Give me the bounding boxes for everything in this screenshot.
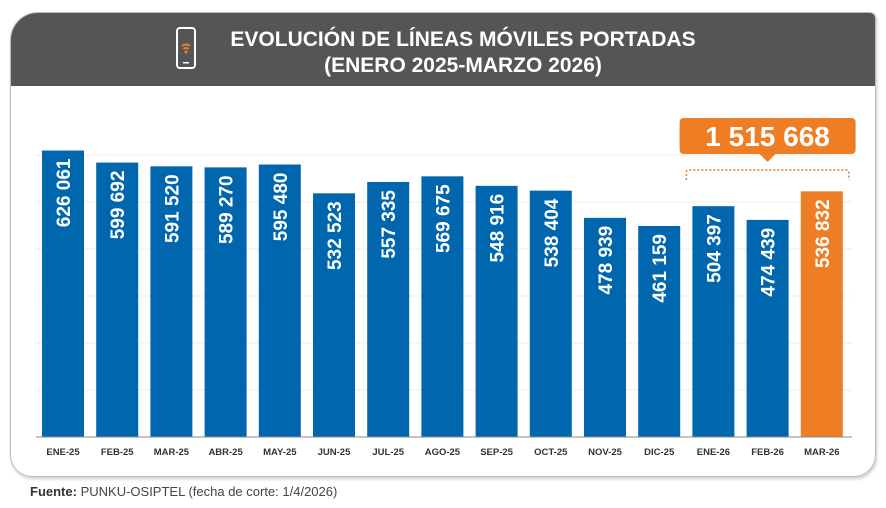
- x-tick-label: FEB-26: [751, 447, 784, 458]
- data-label: 478 939: [596, 226, 617, 295]
- bar-abr-25: [204, 167, 247, 438]
- data-label: 538 404: [542, 198, 563, 267]
- data-label: 595 480: [271, 173, 292, 242]
- data-label: 504 397: [704, 214, 725, 283]
- source-label: Fuente:: [30, 484, 77, 499]
- data-label: 474 439: [759, 228, 780, 297]
- x-tick-label: DIC-25: [644, 447, 675, 458]
- bar-oct-25: [529, 190, 572, 437]
- data-label: 548 916: [488, 194, 509, 263]
- bar-sep-25: [475, 185, 518, 437]
- data-label: 536 832: [813, 199, 834, 268]
- x-tick-label: MAR-26: [804, 447, 839, 458]
- data-label: 589 270: [217, 175, 238, 244]
- x-tick-label: ABR-25: [208, 447, 243, 458]
- annotation-bracket: [685, 169, 850, 180]
- x-tick-label: NOV-25: [588, 447, 623, 458]
- x-tick-label: OCT-25: [534, 447, 568, 458]
- data-label: 557 335: [379, 190, 400, 259]
- x-tick-label: MAR-25: [154, 447, 190, 458]
- x-tick-label: ENE-26: [697, 447, 730, 458]
- bar-ene-26: [692, 206, 735, 437]
- chart-header: EVOLUCIÓN DE LÍNEAS MÓVILES PORTADAS (EN…: [11, 13, 875, 86]
- chart-subtitle: (ENERO 2025-MARZO 2026): [324, 54, 602, 77]
- data-label: 591 520: [162, 174, 183, 243]
- x-tick-label: JUN-25: [318, 447, 351, 458]
- bar-feb-26: [746, 219, 789, 437]
- data-label: 461 159: [650, 234, 671, 303]
- data-label: 599 692: [108, 171, 129, 240]
- bar-jun-25: [313, 193, 355, 437]
- chart-title: EVOLUCIÓN DE LÍNEAS MÓVILES PORTADAS: [230, 28, 696, 51]
- bar-mar-26: [800, 191, 843, 437]
- bar-jul-25: [367, 181, 410, 437]
- x-tick-label: MAY-25: [263, 447, 297, 458]
- x-tick-label: SEP-25: [480, 447, 513, 458]
- smartphone-wifi-icon: [176, 27, 196, 69]
- x-tick-label: FEB-25: [101, 447, 134, 458]
- annotation-pointer: [759, 154, 776, 162]
- source-note: Fuente: PUNKU-OSIPTEL (fecha de corte: 1…: [30, 484, 337, 499]
- data-label: 569 675: [433, 184, 454, 253]
- source-text: PUNKU-OSIPTEL (fecha de corte: 1/4/2026): [80, 484, 338, 499]
- bar-may-25: [258, 164, 301, 438]
- data-label: 532 523: [325, 201, 346, 270]
- annotation-callout: [679, 118, 856, 154]
- bar-dic-25: [638, 225, 681, 437]
- bar-ago-25: [421, 176, 464, 437]
- bar-feb-25: [96, 162, 139, 438]
- bar-mar-25: [150, 166, 193, 438]
- bar-ene-25: [42, 150, 84, 437]
- annotation-total: 1 515 668: [705, 121, 830, 152]
- x-tick-label: ENE-25: [46, 447, 80, 458]
- x-tick-label: AGO-25: [425, 447, 461, 458]
- chart-card: EVOLUCIÓN DE LÍNEAS MÓVILES PORTADAS (EN…: [10, 12, 876, 477]
- data-label: 626 061: [54, 158, 75, 227]
- x-tick-label: JUL-25: [372, 447, 404, 458]
- bar-nov-25: [584, 217, 626, 437]
